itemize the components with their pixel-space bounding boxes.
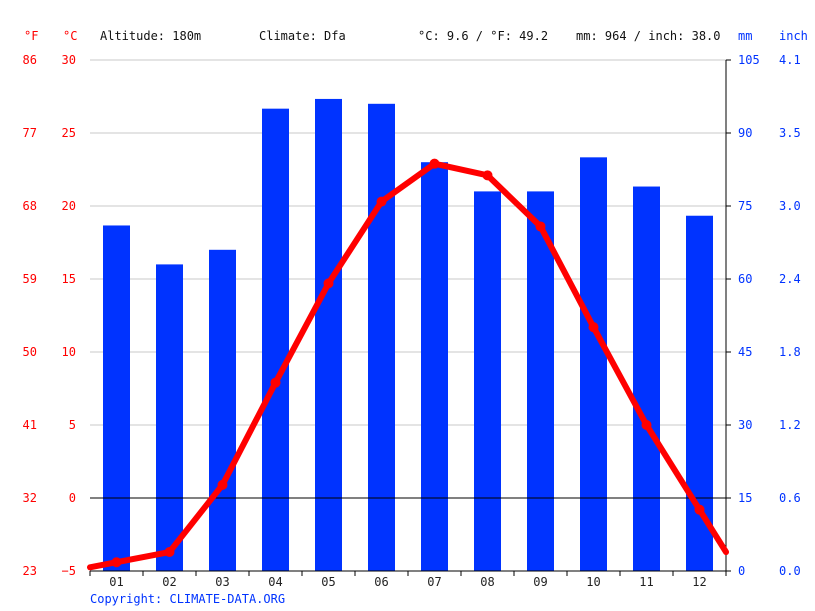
temperature-point: [376, 196, 387, 207]
precipitation-bar: [103, 225, 130, 571]
temperature-series-line: [87, 160, 729, 571]
month-tick-label: 10: [586, 575, 600, 589]
fahrenheit-tick-label: 68: [23, 199, 37, 213]
temperature-point: [429, 158, 440, 169]
precipitation-bar: [527, 191, 554, 571]
precipitation-bar: [315, 98, 342, 571]
unit-mm-label: mm: [738, 29, 752, 43]
copyright-label: Copyright: CLIMATE-DATA.ORG: [90, 592, 285, 606]
precipitation-bar: [368, 103, 395, 572]
temperature-point: [270, 377, 281, 388]
fahrenheit-tick-label: 50: [23, 345, 37, 359]
mm-tick-label: 0: [738, 564, 745, 578]
altitude-label: Altitude: 180m: [100, 29, 201, 43]
fahrenheit-tick-label: 41: [23, 418, 37, 432]
fahrenheit-tick-label: 86: [23, 53, 37, 67]
temperature-point: [641, 420, 652, 430]
inch-tick-label: 3.5: [779, 126, 801, 140]
unit-fahrenheit-label: °F: [24, 29, 38, 43]
month-tick-label: 07: [427, 575, 441, 589]
tick-labels: 8677685950413223302520151050−51059075604…: [23, 53, 801, 589]
fahrenheit-tick-label: 32: [23, 491, 37, 505]
precipitation-bars: [103, 98, 713, 572]
month-tick-label: 03: [215, 575, 229, 589]
mm-tick-label: 60: [738, 272, 752, 286]
inch-tick-label: 3.0: [779, 199, 801, 213]
inch-tick-label: 1.2: [779, 418, 801, 432]
temperature-point: [323, 278, 334, 289]
month-tick-label: 01: [109, 575, 123, 589]
temperature-line: [87, 158, 729, 571]
precipitation-bar: [156, 264, 183, 571]
precipitation-bar: [209, 249, 236, 572]
precipitation-bar: [474, 191, 501, 571]
temperature-point: [217, 479, 228, 490]
temperature-average-label: °C: 9.6 / °F: 49.2: [418, 29, 548, 43]
month-tick-label: 02: [162, 575, 176, 589]
month-tick-label: 09: [533, 575, 547, 589]
month-tick-label: 08: [480, 575, 494, 589]
temperature-point: [164, 547, 175, 558]
precipitation-bar: [580, 157, 607, 572]
precipitation-bar: [633, 186, 660, 572]
unit-celsius-label: °C: [63, 29, 77, 43]
temperature-point: [535, 221, 546, 232]
axes: [89, 59, 731, 576]
precipitation-bar: [421, 162, 448, 571]
mm-tick-label: 90: [738, 126, 752, 140]
celsius-tick-label: 10: [62, 345, 76, 359]
mm-tick-label: 75: [738, 199, 752, 213]
temperature-point: [482, 170, 493, 181]
month-tick-label: 11: [639, 575, 653, 589]
month-tick-label: 05: [321, 575, 335, 589]
mm-tick-label: 105: [738, 53, 760, 67]
precipitation-bar: [262, 108, 289, 572]
inch-tick-label: 4.1: [779, 53, 801, 67]
unit-inch-label: inch: [779, 29, 808, 43]
mm-tick-label: 30: [738, 418, 752, 432]
precipitation-total-label: mm: 964 / inch: 38.0: [576, 29, 721, 43]
fahrenheit-tick-label: 77: [23, 126, 37, 140]
inch-tick-label: 0.6: [779, 491, 801, 505]
month-tick-label: 06: [374, 575, 388, 589]
celsius-tick-label: −5: [62, 564, 76, 578]
celsius-tick-label: 5: [69, 418, 76, 432]
month-tick-label: 04: [268, 575, 282, 589]
inch-tick-label: 2.4: [779, 272, 801, 286]
gridlines: [90, 59, 726, 499]
celsius-tick-label: 25: [62, 126, 76, 140]
month-tick-label: 12: [692, 575, 706, 589]
fahrenheit-tick-label: 23: [23, 564, 37, 578]
celsius-tick-label: 30: [62, 53, 76, 67]
mm-tick-label: 15: [738, 491, 752, 505]
temperature-point: [111, 557, 122, 568]
temperature-point: [694, 504, 705, 515]
celsius-tick-label: 0: [69, 491, 76, 505]
fahrenheit-tick-label: 59: [23, 272, 37, 286]
temperature-point: [588, 322, 599, 333]
celsius-tick-label: 20: [62, 199, 76, 213]
inch-tick-label: 0.0: [779, 564, 801, 578]
mm-tick-label: 45: [738, 345, 752, 359]
celsius-tick-label: 15: [62, 272, 76, 286]
inch-tick-label: 1.8: [779, 345, 801, 359]
precipitation-bar: [686, 215, 713, 571]
climate-label: Climate: Dfa: [259, 29, 346, 43]
